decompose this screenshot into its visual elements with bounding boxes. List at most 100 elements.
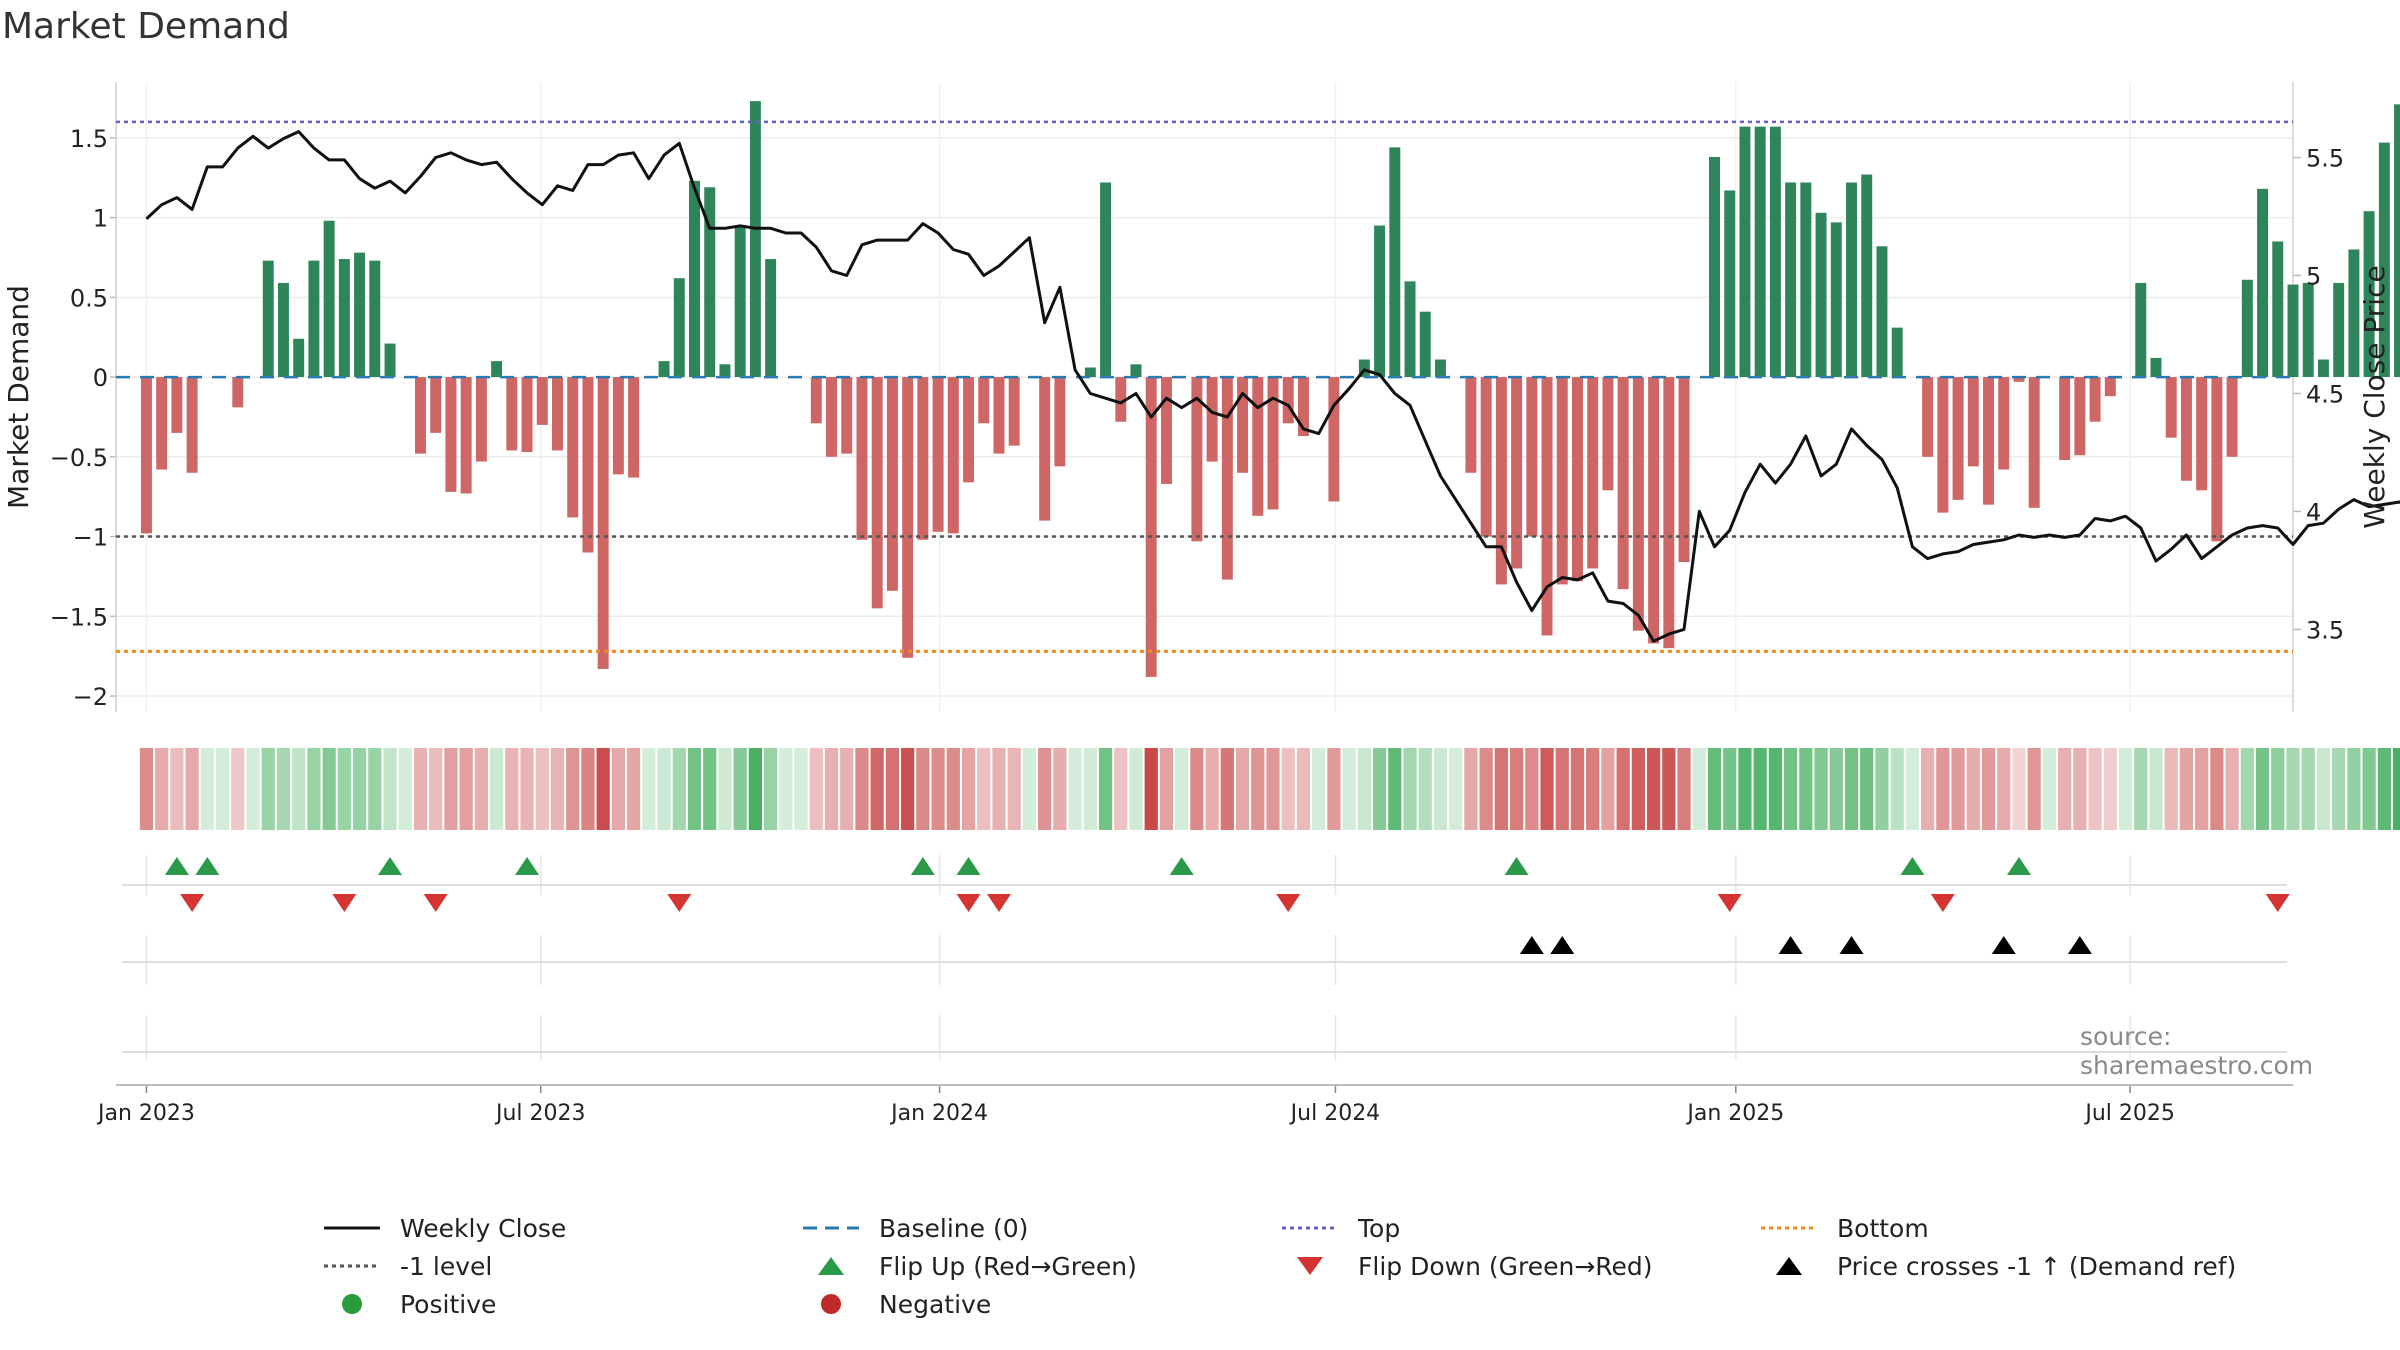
demand-bar (186, 377, 198, 473)
heat-cell (1707, 748, 1722, 830)
heat-cell (1616, 748, 1630, 830)
y-tick-label-right: 5.5 (2306, 145, 2344, 173)
heat-cell (550, 748, 565, 830)
demand-bar (2165, 377, 2177, 438)
demand-bar (2317, 359, 2329, 378)
heat-cell (2164, 748, 2178, 830)
heat-cell (383, 748, 397, 830)
gridlines (116, 82, 2293, 1060)
circle-icon (821, 1294, 841, 1314)
heat-cell (2058, 748, 2072, 830)
y-tick-label-left: 1.5 (70, 125, 108, 153)
demand-bar (1876, 246, 1888, 378)
heat-cell (916, 748, 930, 830)
demand-bar (947, 377, 959, 534)
heat-cell (2088, 748, 2102, 830)
y-tick-label-left: 0 (93, 364, 108, 392)
demand-bar (323, 220, 335, 378)
heat-cell (292, 748, 306, 830)
demand-bar (2211, 377, 2223, 542)
demand-bar (338, 259, 350, 378)
demand-bar (1419, 311, 1431, 378)
demand-bar (1328, 377, 1340, 502)
heat-cell (901, 748, 915, 830)
flip-down-marker (423, 894, 448, 912)
demand-bar (1617, 377, 1629, 590)
heat-cell (1646, 748, 1661, 830)
heat-cell (1251, 748, 1265, 830)
heat-cell (1235, 748, 1250, 830)
heat-cell (1525, 748, 1539, 830)
y-axis-label-left: Market Demand (2, 285, 35, 509)
heat-cell (459, 748, 473, 830)
heat-cell (718, 748, 732, 830)
demand-bar (2089, 377, 2101, 422)
heat-cell (1829, 748, 1843, 830)
heat-cell (1372, 748, 1387, 830)
legend-dash-icon (803, 1226, 859, 1230)
demand-bar (2059, 377, 2071, 460)
demand-bar (1404, 281, 1416, 378)
demand-bar (521, 377, 533, 453)
heat-cell (1068, 748, 1082, 830)
demand-bar (1952, 377, 1964, 500)
heat-cell (931, 748, 945, 830)
heat-cell (1936, 748, 1950, 830)
demand-bar (978, 377, 990, 424)
demand-bar (1800, 182, 1812, 378)
heat-cell (1677, 748, 1691, 830)
price-line-group (145, 130, 2400, 643)
heat-cell (246, 748, 260, 830)
heat-cell (2103, 748, 2117, 830)
heat-cell (1844, 748, 1859, 830)
heat-cell (581, 748, 595, 830)
flip-down-marker (1717, 894, 1742, 912)
flip-down-marker (667, 894, 692, 912)
heat-cell (1692, 748, 1706, 830)
heat-cell (733, 748, 747, 830)
heat-cell (1738, 748, 1752, 830)
heat-cell (2301, 748, 2315, 830)
heat-cell (337, 748, 351, 830)
heat-cell (368, 748, 382, 830)
heat-cell (1799, 748, 1813, 830)
demand-bar (2013, 377, 2025, 382)
demand-bar (2074, 377, 2086, 456)
flip-down-marker (2265, 894, 2290, 912)
demand-bar (612, 377, 624, 475)
heat-cell (2042, 748, 2057, 830)
demand-bar (1830, 222, 1842, 378)
heat-cell (2377, 748, 2391, 830)
legend-item-top: Top (1280, 1210, 1400, 1246)
demand-bar (1434, 359, 1446, 378)
demand-bar (414, 377, 426, 454)
heat-cell (2195, 748, 2209, 830)
heat-cell (276, 748, 291, 830)
heat-cell (2149, 748, 2163, 830)
heat-cell (1053, 748, 1067, 830)
demand-bar (1587, 377, 1599, 569)
demand-bar (1115, 377, 1127, 422)
demand-bar (1769, 126, 1781, 378)
demand-bar (1297, 377, 1309, 437)
legend-item-bottom: Bottom (1759, 1210, 1929, 1246)
demand-bar (1891, 327, 1903, 378)
demand-bar (552, 377, 563, 451)
demand-bar (1602, 377, 1614, 491)
legend-label: Flip Down (Green→Red) (1358, 1251, 1653, 1281)
y-tick-label-right: 4 (2306, 498, 2321, 526)
demand-bar (1572, 377, 1583, 582)
y-tick-label-right: 3.5 (2306, 616, 2344, 644)
demand-bar (1282, 377, 1294, 424)
demand-bar (2394, 104, 2400, 378)
heat-cell (748, 748, 763, 830)
demand-bar (902, 377, 914, 658)
demand-bar (277, 282, 289, 378)
heat-cell (946, 748, 960, 830)
heat-cell (1966, 748, 1980, 830)
heat-cell (1951, 748, 1965, 830)
heat-cell (1555, 748, 1569, 830)
legend-item-baseline: Baseline (0) (801, 1210, 1028, 1246)
demand-bar (171, 377, 183, 433)
demand-bar (536, 377, 548, 425)
